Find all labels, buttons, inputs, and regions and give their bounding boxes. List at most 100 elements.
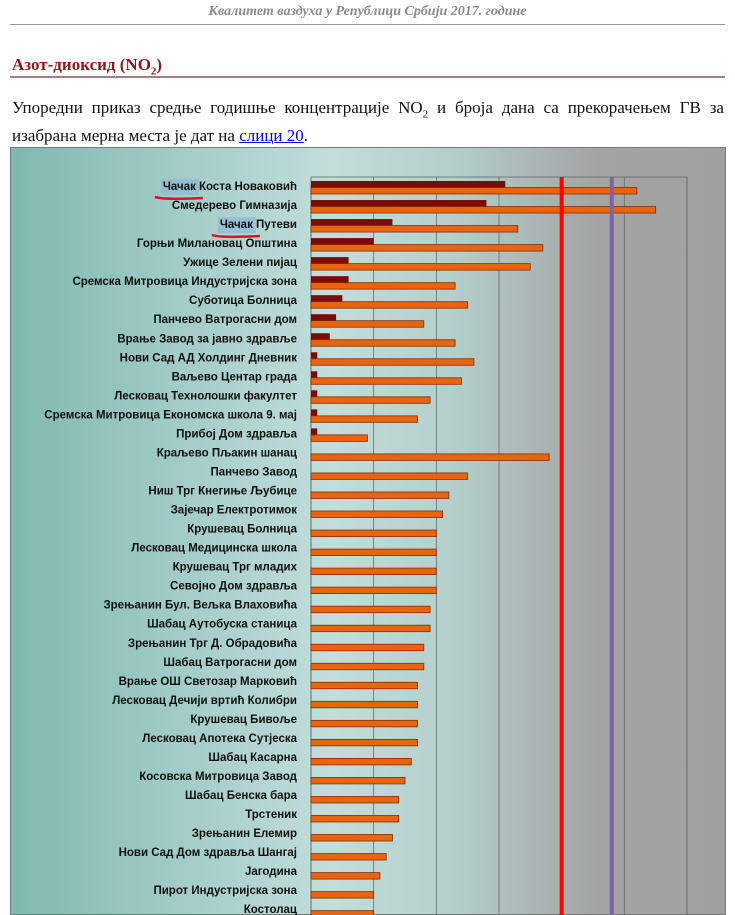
category-label: Краљево Пљакин шанац <box>157 447 297 459</box>
days-bar <box>311 371 318 378</box>
spell-underline <box>154 195 203 201</box>
concentration-bar <box>310 225 519 233</box>
concentration-bar <box>310 853 387 861</box>
category-label: Лесковац Медицинска школа <box>131 543 297 555</box>
concentration-bar <box>310 491 450 499</box>
concentration-bar <box>310 719 418 728</box>
days-bar <box>311 390 318 397</box>
running-header: Квалитет ваздуха у Републици Србији 2017… <box>208 4 527 19</box>
category-label: Лесковац Дечији вртић Колибри <box>112 695 297 707</box>
concentration-bar <box>310 301 469 309</box>
category-label: Суботица Болница <box>189 295 298 307</box>
concentration-bar <box>310 244 544 252</box>
concentration-bar <box>310 548 437 556</box>
category-label: Сремска Митровица Индустријска зона <box>72 276 297 288</box>
days-bar <box>311 314 337 321</box>
concentration-bar <box>310 586 437 595</box>
days-bar <box>311 238 374 245</box>
concentration-bar <box>310 777 406 785</box>
category-label: Врање ОШ Светозар Марковић <box>119 676 297 688</box>
title-text: ) <box>156 55 163 74</box>
category-label: Севојно Дом здравља <box>170 581 298 593</box>
concentration-bar <box>310 453 550 461</box>
concentration-bar <box>310 567 437 576</box>
text: и броја дана са прекорачењем ГВ за изабр… <box>12 98 724 146</box>
category-label: Зрењанин Елемир <box>192 828 297 840</box>
word-highlight <box>217 217 256 234</box>
concentration-bar <box>310 758 412 766</box>
category-label: Ужице Зелени пијац <box>183 257 297 269</box>
concentration-bar <box>310 377 462 385</box>
concentration-bar <box>310 415 418 423</box>
concentration-bar <box>310 358 475 366</box>
concentration-bar <box>310 206 657 214</box>
text: Упоредни приказ средње годишње концентра… <box>12 98 423 117</box>
category-label: Сремска Митровица Економска школа 9. мај <box>44 409 297 421</box>
days-bar <box>311 428 318 435</box>
days-bar <box>311 276 349 283</box>
category-label: Зрењанин Трг Д. Обрадовића <box>128 638 298 650</box>
days-bar <box>311 409 318 416</box>
category-label: Крушевац Бивоље <box>190 714 297 726</box>
text-sub: 2 <box>422 108 429 121</box>
days-bar <box>311 295 343 302</box>
category-label: Зрењанин Бул. Вељка Влаховића <box>103 600 297 612</box>
header-rule <box>10 24 725 25</box>
concentration-bar <box>310 681 418 690</box>
concentration-bar <box>310 796 400 804</box>
concentration-bar <box>310 529 437 537</box>
category-label: Панчево Ватрогасни дом <box>153 314 297 326</box>
concentration-bar <box>310 815 400 823</box>
concentration-bar <box>310 624 431 633</box>
category-label: Крушевац Болница <box>187 524 297 536</box>
concentration-bar <box>310 605 431 614</box>
concentration-bar <box>310 738 418 747</box>
category-label: Шабац Ватрогасни дом <box>163 657 297 669</box>
days-bar <box>311 219 393 226</box>
concentration-bar <box>310 891 375 899</box>
concentration-bar <box>310 282 456 290</box>
category-label: Чачак Путеви <box>220 219 297 231</box>
concentration-bar <box>310 834 393 842</box>
category-label: Јагодина <box>245 866 298 878</box>
category-label: Зајечар Електротимок <box>171 505 298 517</box>
word-highlight <box>160 179 199 195</box>
concentration-bar <box>310 339 456 347</box>
category-label: Лесковац Апотека Сутјеска <box>142 733 297 745</box>
chart: Чачак Коста Новаковић Смедерево Гимназија… <box>10 147 726 915</box>
category-label: Прибој Дом здравља <box>176 428 297 440</box>
days-bar <box>311 333 330 340</box>
concentration-bar <box>310 700 418 709</box>
concentration-bar <box>310 320 425 328</box>
category-label: Шабац Касарна <box>208 752 297 764</box>
category-label: Шабац Бенска бара <box>185 790 298 802</box>
category-label: Панчево Завод <box>210 466 297 478</box>
text: . <box>303 126 309 146</box>
category-label: Крушевац Трг младих <box>173 562 298 574</box>
days-bar <box>311 352 318 359</box>
category-label: Ваљево Центар града <box>172 371 298 383</box>
category-label: Смедерево Гимназија <box>172 200 298 212</box>
category-label: Пирот Индустријска зона <box>153 885 297 897</box>
section-title: Азот-диоксид (NO2) <box>12 55 162 77</box>
concentration-bar <box>310 662 425 671</box>
concentration-bar <box>310 263 531 271</box>
category-label: Врање Завод за јавно здравље <box>117 333 297 345</box>
title-text: Азот-диоксид (NO <box>12 55 151 74</box>
concentration-bar <box>310 510 444 518</box>
concentration-bar <box>310 434 368 442</box>
days-bar <box>311 257 349 264</box>
category-label: Костолац <box>244 904 297 915</box>
days-bar <box>311 200 487 207</box>
category-label: Лесковац Технолошки факултет <box>114 390 297 402</box>
category-label: Нови Сад АД Холдинг Дневник <box>120 352 298 364</box>
section-rule <box>10 76 725 78</box>
category-label: Горњи Милановац Општина <box>137 238 298 250</box>
concentration-bar <box>310 396 431 404</box>
figure-link[interactable]: слици 20 <box>239 126 304 146</box>
category-label: Трстеник <box>245 809 297 821</box>
title-sub: 2 <box>150 65 157 78</box>
concentration-bar <box>310 910 375 915</box>
concentration-bar <box>310 472 469 480</box>
